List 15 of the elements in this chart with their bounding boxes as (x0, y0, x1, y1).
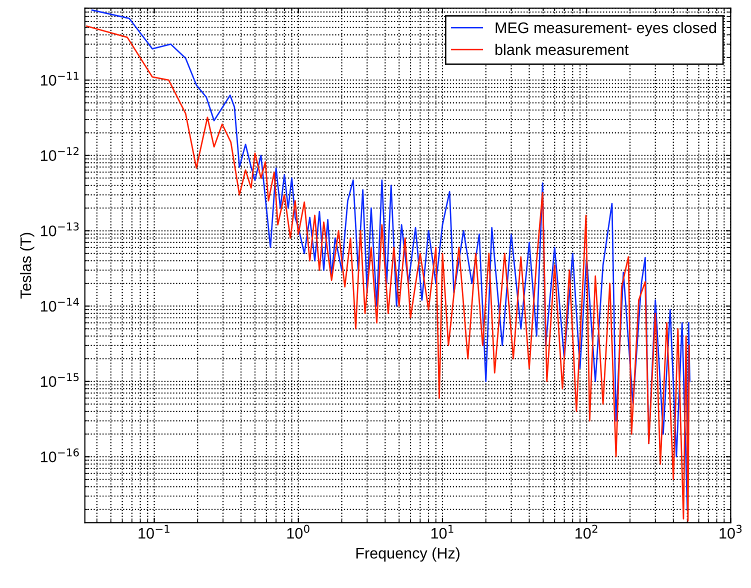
x-tick-label: 10$^{3}$ (720, 524, 742, 539)
x-tick-label: 10$^{0}$ (287, 524, 310, 539)
y-tick-label: 10$^{−14}$ (40, 298, 79, 312)
y-tick-label: 10$^{−13}$ (40, 222, 79, 236)
y-tick-label: 10$^{−15}$ (40, 373, 79, 387)
legend-label: blank measurement (496, 44, 629, 56)
x-tick-label: 10$^{1}$ (431, 524, 454, 539)
y-tick-label: 10$^{−16}$ (40, 448, 79, 462)
x-tick-label: 10$^{2}$ (576, 524, 598, 539)
x-tick-label: 10$^{−1}$ (138, 524, 170, 539)
y-axis-title: Teslas (T) (20, 232, 34, 299)
y-tick-label: 10$^{−12}$ (40, 147, 78, 162)
legend-label: MEG measurement- eyes closed (496, 22, 716, 36)
y-tick-label: 10$^{−11}$ (40, 72, 79, 86)
x-axis-title: Frequency (Hz) (356, 547, 460, 562)
